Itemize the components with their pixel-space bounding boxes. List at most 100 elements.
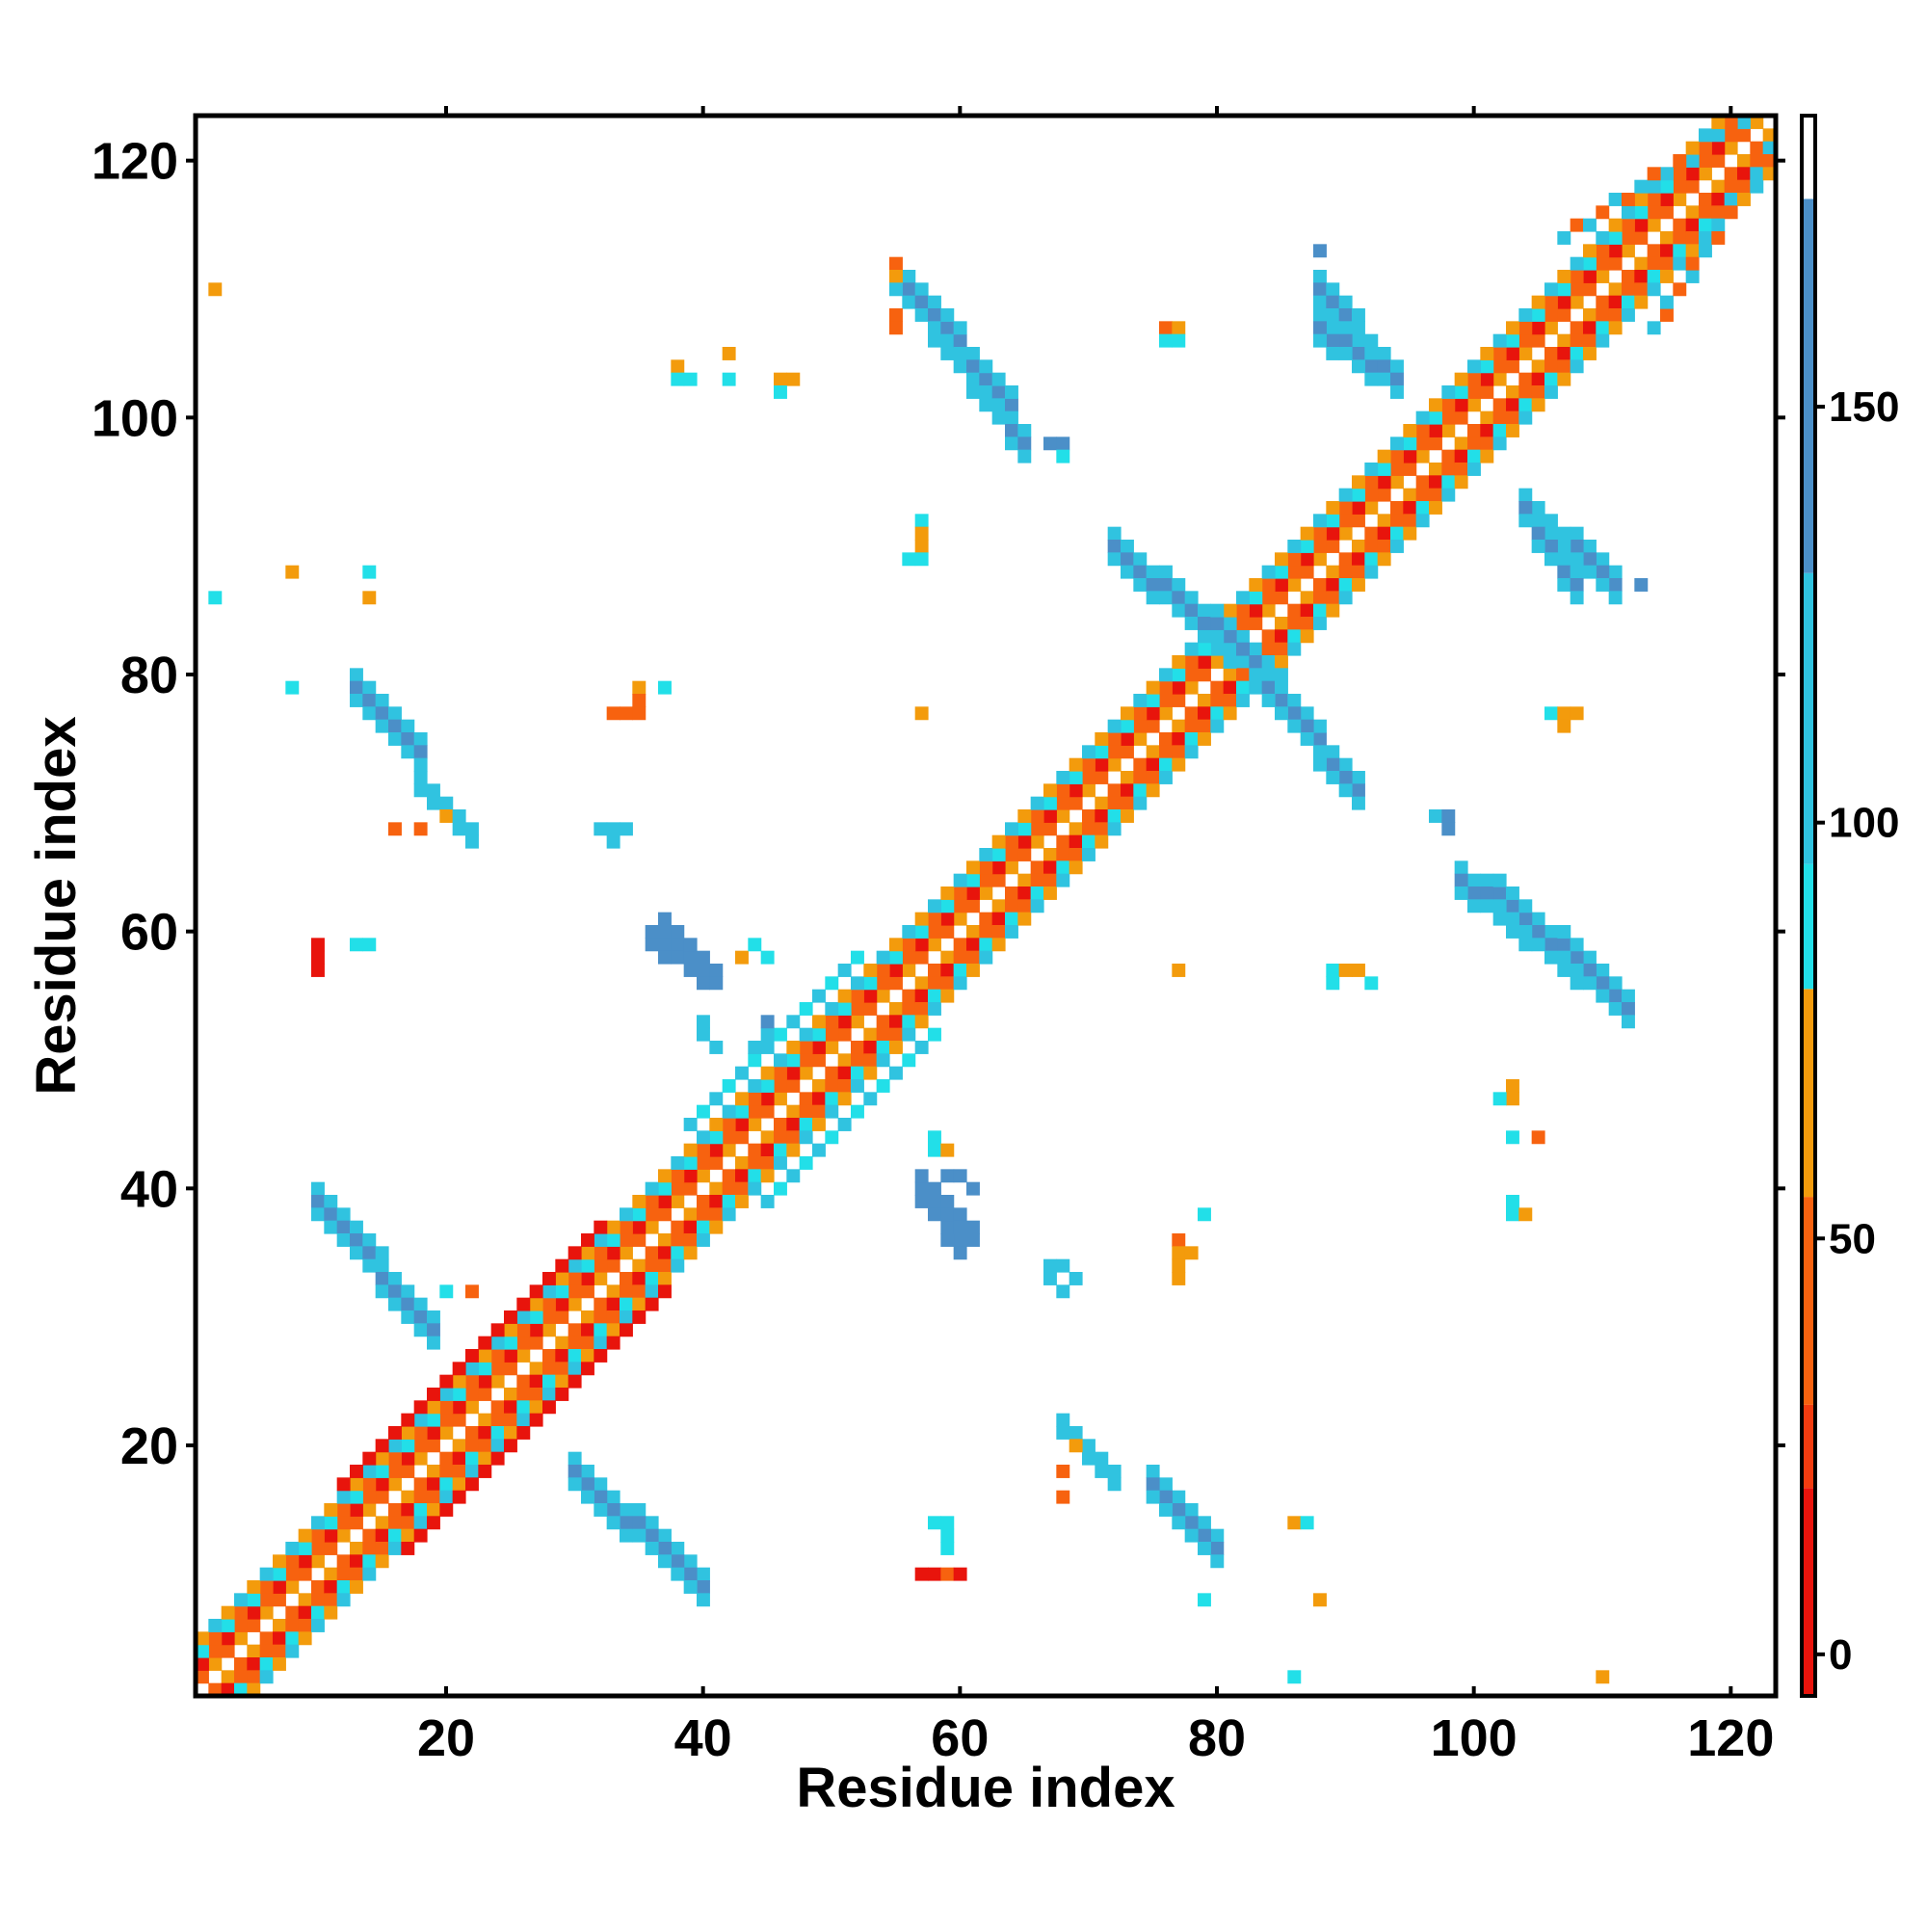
heatmap-cell [979,912,993,926]
heatmap-cell [1737,154,1751,168]
heatmap-cell [1699,218,1712,232]
heatmap-cell [581,1310,594,1324]
heatmap-cell [504,1400,517,1415]
heatmap-cell [1364,501,1379,515]
heatmap-cell [1557,706,1571,721]
heatmap-cell [427,1503,440,1517]
heatmap-cell [1737,167,1751,181]
heatmap-cell [735,1169,749,1183]
heatmap-cell [401,1503,415,1517]
heatmap-cell [1634,295,1649,309]
heatmap-cell [1326,771,1340,784]
heatmap-cell [439,1451,454,1466]
heatmap-cell [1082,783,1095,798]
heatmap-cell [940,1143,955,1157]
heatmap-cell [658,1272,672,1285]
heatmap-cell [914,1195,929,1208]
heatmap-cell [1287,1670,1302,1684]
heatmap-cell [940,976,955,991]
heatmap-cell [632,1503,647,1517]
heatmap-cell [683,1567,698,1581]
colorbar-tick-label: 0 [1829,1631,1852,1679]
heatmap-cell [221,1619,235,1632]
heatmap-cell [1043,1258,1057,1273]
heatmap-cell [1506,912,1519,926]
heatmap-cell [375,719,389,733]
heatmap-cell [606,1336,620,1350]
heatmap-cell [1287,706,1302,721]
heatmap-cell [876,1053,890,1068]
heatmap-cell [1326,565,1340,579]
heatmap-cell [671,1220,685,1234]
heatmap-cell [1557,526,1571,541]
heatmap-cell [658,1258,672,1273]
heatmap-cell [1583,950,1597,965]
heatmap-cell [940,1220,955,1234]
heatmap-cell [1364,333,1379,348]
heatmap-cell [452,1388,466,1401]
heatmap-cell [555,1258,569,1273]
heatmap-cell [1236,655,1250,669]
heatmap-cell [645,1220,659,1234]
heatmap-cell [234,1619,248,1632]
heatmap-cell [1583,333,1597,348]
heatmap-cell [1544,282,1558,297]
heatmap-cell [401,719,415,733]
heatmap-cell [1492,437,1507,451]
heatmap-cell [825,1015,839,1029]
heatmap-cell [709,1181,724,1196]
heatmap-cell [1223,655,1237,669]
heatmap-cell [504,1336,517,1350]
heatmap-cell [516,1413,531,1427]
heatmap-cell [401,1528,415,1543]
heatmap-cell [285,680,300,695]
heatmap-cell [683,950,698,965]
heatmap-cell [1673,179,1687,194]
heatmap-cell [979,873,993,887]
heatmap-cell [1107,540,1122,553]
heatmap-cell [928,899,941,913]
heatmap-cell [1608,244,1623,258]
heatmap-cell [1236,642,1250,656]
heatmap-cell [760,1130,775,1145]
heatmap-cell [1082,848,1095,861]
heatmap-cell [1017,848,1032,861]
heatmap-cell [825,1066,839,1080]
heatmap-cell [1210,642,1225,656]
heatmap-cell [1583,270,1597,283]
heatmap-cell [928,1195,941,1208]
heatmap-cell [1699,128,1712,143]
heatmap-cell [1377,488,1391,502]
heatmap-cell [966,950,980,965]
heatmap-cell [1441,410,1456,425]
heatmap-cell [1107,732,1122,746]
heatmap-cell [1043,848,1057,861]
heatmap-cell [594,1233,608,1247]
heatmap-cell [1518,488,1533,502]
heatmap-cell [208,591,223,605]
heatmap-cell [516,1323,531,1337]
heatmap-cell [799,1027,813,1042]
heatmap-cell [1377,463,1391,476]
heatmap-cell [1724,128,1738,143]
heatmap-cell [1095,834,1109,849]
heatmap-cell [1724,141,1738,155]
heatmap-cell [1467,437,1481,451]
heatmap-cell [478,1374,492,1389]
heatmap-cell [413,1413,428,1427]
heatmap-cell [273,1657,286,1671]
heatmap-cell [1287,578,1302,592]
heatmap-cell [336,1503,351,1517]
heatmap-cell [1480,424,1494,437]
heatmap-cell [1685,270,1700,283]
heatmap-cell [1223,680,1237,695]
heatmap-cell [671,938,685,952]
heatmap-cell [388,719,402,733]
heatmap-cell [1660,179,1674,194]
heatmap-cell [516,1310,531,1324]
heatmap-cell [388,1542,402,1555]
heatmap-cell [812,1143,826,1157]
heatmap-cell [1570,359,1584,374]
colorbar-bin [1802,1488,1815,1696]
heatmap-cell [1454,372,1468,386]
